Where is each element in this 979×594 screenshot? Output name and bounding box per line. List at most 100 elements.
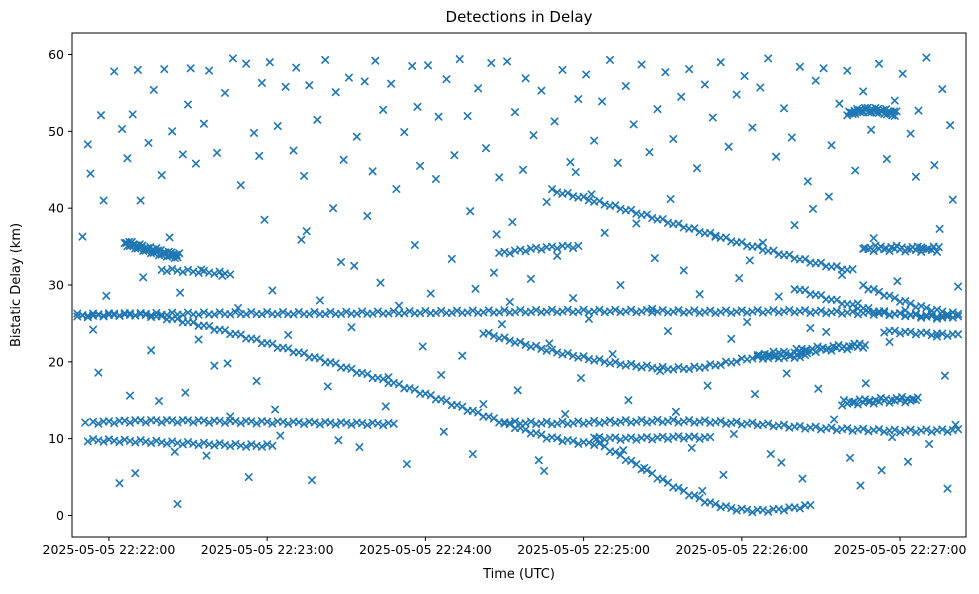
y-axis-ticks: 0 10 20 30 40 50 60 (48, 47, 72, 523)
x-marker (231, 417, 240, 426)
x-marker (350, 261, 359, 270)
x-marker (352, 132, 361, 141)
x-marker (925, 439, 934, 449)
x-marker (824, 192, 833, 201)
x-marker (394, 380, 404, 389)
x-tick-label: 2025-05-05 22:24:00 (359, 542, 492, 557)
x-marker (935, 224, 944, 233)
x-marker (679, 266, 688, 275)
x-marker (827, 141, 836, 150)
x-marker (526, 307, 535, 316)
x-marker (265, 58, 274, 67)
x-marker (930, 161, 939, 170)
x-marker (381, 402, 390, 411)
x-marker (199, 119, 208, 128)
x-marker (790, 221, 799, 230)
x-marker (387, 79, 396, 88)
x-marker (495, 173, 504, 182)
x-marker (181, 388, 190, 397)
x-marker (582, 70, 591, 79)
x-marker (300, 349, 309, 358)
x-marker (252, 376, 261, 386)
x-marker (621, 82, 630, 90)
x-marker (719, 470, 728, 479)
x-marker (331, 88, 340, 97)
x-marker (669, 135, 678, 143)
x-marker (888, 433, 897, 442)
x-marker (806, 323, 815, 333)
x-marker (566, 158, 575, 167)
x-marker (289, 146, 298, 155)
x-marker (115, 479, 124, 488)
x-tick-label: 2025-05-05 22:25:00 (517, 542, 650, 557)
x-marker (126, 391, 134, 400)
x-tick-label: 2025-05-05 22:27:00 (834, 542, 967, 557)
x-marker (413, 102, 422, 111)
x-marker (479, 308, 488, 317)
x-marker (814, 384, 823, 393)
x-marker (613, 158, 622, 167)
x-marker (922, 53, 931, 62)
x-marker (402, 459, 411, 469)
x-marker (329, 204, 338, 213)
x-marker (297, 235, 306, 244)
x-marker (645, 148, 654, 157)
x-marker (600, 228, 609, 237)
x-marker (376, 278, 385, 287)
x-marker (803, 177, 812, 186)
x-marker (118, 125, 127, 133)
x-marker (835, 99, 844, 108)
x-marker (147, 346, 156, 355)
x-marker (155, 396, 163, 406)
x-marker (938, 85, 947, 94)
x-marker (772, 152, 781, 161)
x-marker (703, 381, 712, 390)
x-marker (695, 290, 704, 299)
x-marker (471, 284, 480, 293)
x-marker (547, 242, 557, 251)
x-marker (943, 484, 952, 493)
x-marker (315, 354, 324, 363)
x-axis-ticks: 2025-05-05 22:22:00 2025-05-05 22:23:00 20… (43, 537, 967, 557)
x-marker (307, 476, 317, 485)
x-tick-label: 2025-05-05 22:22:00 (43, 542, 176, 557)
x-marker (843, 66, 852, 75)
x-marker (442, 75, 451, 84)
x-marker (437, 370, 446, 379)
x-marker (526, 274, 535, 283)
x-marker (133, 65, 142, 74)
x-marker (774, 292, 783, 301)
x-marker (845, 453, 855, 462)
x-marker (764, 54, 773, 63)
x-marker (334, 436, 343, 445)
x-marker (186, 64, 195, 73)
x-marker (136, 196, 145, 205)
x-marker (284, 330, 293, 339)
x-marker (808, 204, 818, 213)
x-marker (787, 133, 796, 142)
y-tick-label: 30 (48, 278, 64, 293)
x-marker (321, 55, 330, 64)
x-marker (513, 386, 522, 395)
x-marker (518, 165, 528, 174)
x-marker (368, 167, 377, 176)
x-marker (360, 77, 369, 86)
x-marker (795, 62, 804, 71)
x-marker (339, 155, 348, 164)
x-marker (948, 195, 957, 204)
x-marker (487, 58, 496, 67)
x-marker (666, 195, 675, 203)
x-marker (426, 289, 435, 298)
x-marker (576, 373, 586, 383)
x-marker (859, 281, 868, 290)
x-marker (735, 274, 744, 283)
x-marker (416, 161, 425, 170)
x-marker (677, 92, 686, 101)
x-marker (474, 84, 483, 93)
x-marker (331, 359, 340, 368)
x-marker (347, 364, 356, 373)
x-marker (867, 125, 876, 134)
x-marker (326, 418, 335, 427)
x-marker (616, 280, 625, 290)
x-marker (721, 502, 731, 511)
